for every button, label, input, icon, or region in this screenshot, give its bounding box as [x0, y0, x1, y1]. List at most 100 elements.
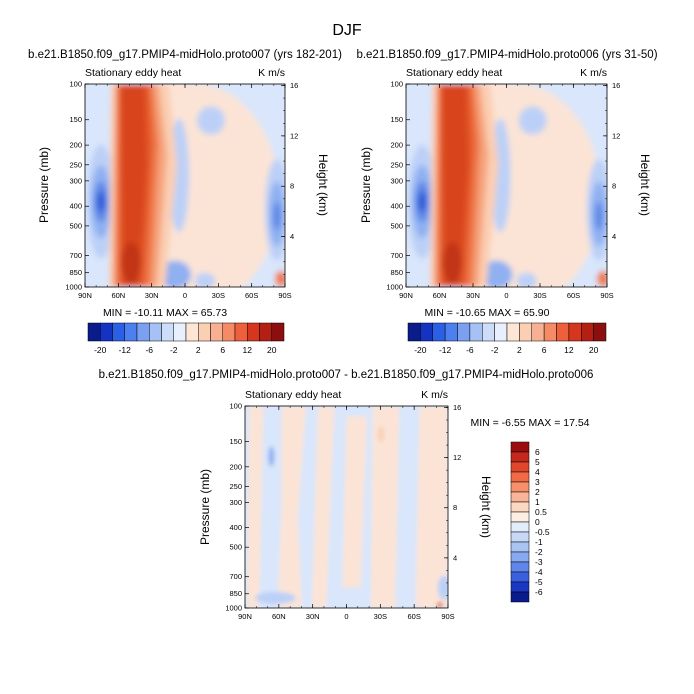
colorbar-swatch	[271, 322, 285, 342]
panel-3-minmax: MIN = -6.55 MAX = 17.54	[470, 417, 589, 429]
figure-title: DJF	[332, 22, 362, 39]
y-tick-label: 1000	[65, 283, 82, 292]
y-tick-label: 700	[69, 251, 82, 260]
colorbar-swatch	[149, 322, 162, 342]
y-tick-label: 250	[69, 160, 82, 169]
x-tick-label: 60N	[433, 291, 447, 300]
y-tick-label: 1000	[386, 283, 403, 292]
x-tick-label: 30N	[306, 612, 320, 621]
panel-3-y2label: Height (km)	[479, 476, 493, 538]
colorbar-label: -12	[119, 345, 132, 355]
x-tick-label: 30N	[466, 291, 480, 300]
field-cell	[275, 270, 285, 287]
colorbar-swatch	[510, 521, 530, 533]
panel-1-y2label: Height (km)	[316, 154, 330, 216]
colorbar-swatch	[593, 322, 607, 342]
x-tick-label: 90S	[600, 291, 613, 300]
panel-3-field	[245, 406, 448, 608]
colorbar-swatch	[510, 531, 530, 543]
colorbar-swatch	[510, 551, 530, 563]
x-tick-label: 0	[504, 291, 508, 300]
y-tick-label: 200	[229, 462, 242, 471]
y-tick-label: 400	[390, 202, 403, 211]
field-cell	[516, 272, 537, 287]
y2-tick-label: 8	[290, 182, 294, 191]
colorbar-swatch	[259, 322, 272, 342]
colorbar-label: 12	[564, 345, 574, 355]
field-cell	[418, 191, 427, 212]
colorbar-swatch	[407, 322, 421, 342]
y2-tick-label: 4	[612, 232, 616, 241]
panel-2-title: b.e21.B1850.f09_g17.PMIP4-midHolo.proto0…	[356, 49, 657, 61]
colorbar-swatch	[510, 471, 530, 483]
y-tick-label: 1000	[225, 604, 242, 613]
colorbar-swatch	[198, 322, 211, 342]
panel-2: b.e21.B1850.f09_g17.PMIP4-midHolo.proto0…	[356, 49, 657, 355]
panel-1-minmax: MIN = -10.11 MAX = 65.73	[103, 307, 227, 319]
colorbar-swatch	[444, 322, 458, 342]
y2-tick-label: 16	[290, 81, 298, 90]
panel-1-colorbar: -20 -12 -6 -2 2 6 12 20	[87, 322, 285, 355]
colorbar-swatch	[210, 322, 223, 342]
colorbar-swatch	[506, 322, 520, 342]
colorbar-label: -20	[94, 345, 107, 355]
panel-3: b.e21.B1850.f09_g17.PMIP4-midHolo.proto0…	[99, 369, 594, 621]
field-cell	[197, 106, 225, 135]
colorbar-swatch	[556, 322, 570, 342]
y-tick-label: 500	[229, 543, 242, 552]
x-tick-label: 60S	[567, 291, 580, 300]
colorbar-label: 20	[267, 345, 277, 355]
x-tick-label: 30N	[145, 291, 159, 300]
field-cell	[159, 260, 191, 287]
panel-1-right-label: K m/s	[258, 67, 285, 79]
colorbar-swatch	[543, 322, 557, 342]
colorbar-label: -2	[170, 345, 178, 355]
colorbar-label: -4	[535, 567, 543, 577]
field-cell	[437, 575, 448, 600]
colorbar-label: -6	[145, 345, 153, 355]
colorbar-label: 1	[535, 497, 540, 507]
field-cell	[268, 446, 275, 467]
colorbar-swatch	[510, 461, 530, 473]
y-tick-label: 150	[69, 115, 82, 124]
colorbar-swatch	[222, 322, 236, 342]
colorbar-label: 0	[535, 517, 540, 527]
x-tick-label: 90S	[278, 291, 291, 300]
field-cell	[436, 602, 443, 608]
panel-3-title: b.e21.B1850.f09_g17.PMIP4-midHolo.proto0…	[99, 369, 594, 381]
x-tick-label: 60N	[111, 291, 125, 300]
colorbar-swatch	[510, 501, 530, 513]
field-cell	[370, 406, 400, 608]
colorbar-label: 6	[220, 345, 225, 355]
y-tick-label: 300	[390, 176, 403, 185]
y-tick-label: 400	[69, 202, 82, 211]
colorbar-swatch	[136, 322, 150, 342]
y-tick-label: 100	[229, 402, 242, 411]
y-tick-label: 300	[69, 176, 82, 185]
field-cell	[273, 201, 281, 231]
colorbar-swatch	[510, 571, 530, 583]
colorbar-swatch	[161, 322, 174, 342]
y-tick-label: 250	[390, 160, 403, 169]
panel-3-right-label: K m/s	[421, 389, 448, 401]
field-cell	[442, 84, 469, 287]
y2-tick-label: 16	[453, 403, 461, 412]
panel-2-right-label: K m/s	[580, 67, 607, 79]
field-cell	[121, 84, 147, 287]
colorbar-label: 6	[535, 447, 540, 457]
colorbar-swatch	[510, 541, 530, 553]
colorbar-swatch	[519, 322, 532, 342]
y2-tick-label: 8	[453, 503, 457, 512]
panel-1-title: b.e21.B1850.f09_g17.PMIP4-midHolo.proto0…	[28, 49, 342, 61]
y-tick-label: 500	[390, 221, 403, 230]
field-cell	[97, 191, 105, 212]
colorbar-label: -20	[414, 345, 427, 355]
colorbar-label: -3	[535, 557, 543, 567]
panel-2-left-label: Stationary eddy heat	[406, 67, 502, 79]
colorbar-label: -2	[535, 547, 543, 557]
colorbar-swatch	[510, 491, 530, 503]
x-tick-label: 90S	[441, 612, 454, 621]
colorbar-label: -1	[535, 537, 543, 547]
panel-3-left-label: Stationary eddy heat	[245, 389, 341, 401]
field-cell	[415, 406, 448, 608]
